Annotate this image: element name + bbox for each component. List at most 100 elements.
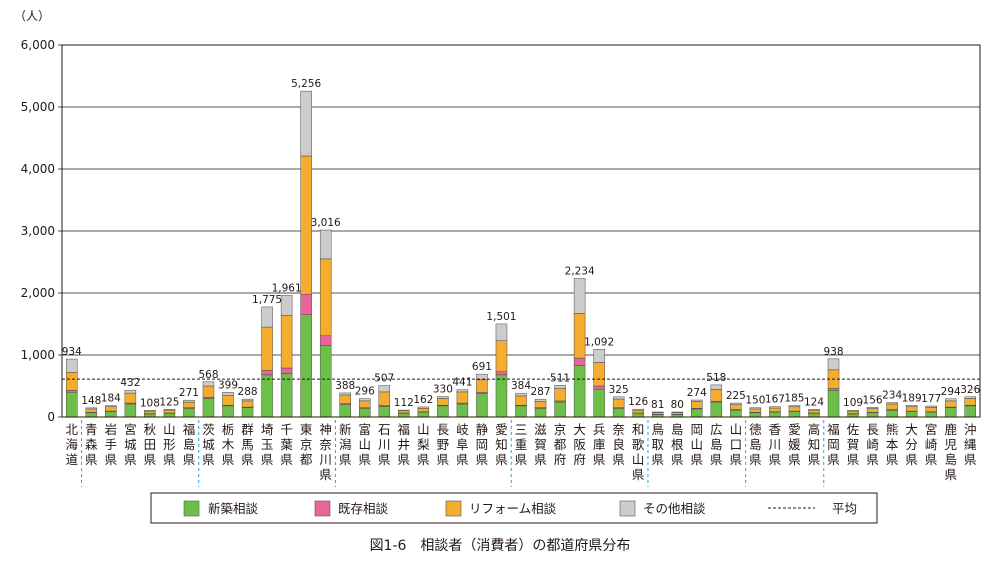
x-category-char: 県 <box>495 452 508 467</box>
legend-swatch-existing <box>314 500 331 517</box>
x-category-char: 県 <box>691 452 704 467</box>
bar-segment <box>925 405 937 408</box>
x-category-char: 田 <box>144 437 157 452</box>
x-category-char: 川 <box>769 437 782 452</box>
x-category-label: 岐阜県 <box>456 422 469 467</box>
bar-segment <box>749 412 762 418</box>
x-category-char: 石 <box>378 422 391 437</box>
x-category-char: 島 <box>749 437 762 452</box>
x-category-char: 県 <box>886 452 899 467</box>
x-category-char: 県 <box>593 452 606 467</box>
bar-total-label: 108 <box>140 397 160 409</box>
bar-segment <box>730 402 742 405</box>
bar-segment <box>554 388 566 402</box>
bar-segment <box>769 411 781 418</box>
bar-segment <box>944 407 957 418</box>
x-category-char: 山 <box>632 452 645 467</box>
x-category-char: 川 <box>319 452 332 467</box>
x-category-char: 岐 <box>456 422 469 437</box>
legend-swatch-new-build <box>183 500 200 517</box>
region-dividers <box>81 420 825 487</box>
bar-segment <box>905 406 918 412</box>
x-category-char: 県 <box>730 452 743 467</box>
bar-segment <box>202 385 215 398</box>
y-tick-label: 6,000 <box>21 38 55 52</box>
x-category-char: 島 <box>671 422 684 437</box>
bar-segment <box>964 405 976 418</box>
bar-total-label: 125 <box>159 396 179 408</box>
x-category-label: 岩手県 <box>105 422 118 467</box>
bar-segment <box>124 392 137 404</box>
x-category-char: 良 <box>612 437 625 452</box>
bar-total-label: 294 <box>941 386 961 398</box>
bar-segment <box>417 411 430 418</box>
x-category-char: 阜 <box>456 437 469 452</box>
bar-segment <box>66 391 78 418</box>
x-category-char: 県 <box>319 467 332 482</box>
x-category-char: 府 <box>573 452 586 467</box>
x-category-char: 宮 <box>124 422 137 437</box>
legend-item-existing: 既存相談 <box>314 500 389 517</box>
bar-total-label: 399 <box>218 379 238 391</box>
x-category-char: 都 <box>300 452 313 467</box>
x-category-label: 山梨県 <box>417 422 430 467</box>
x-category-char: 県 <box>124 452 137 467</box>
x-category-char: 県 <box>710 452 723 467</box>
bar-total-label: 3,016 <box>311 217 341 229</box>
x-category-char: 潟 <box>339 437 352 452</box>
bar-total-label: 124 <box>804 396 824 408</box>
x-category-char: 京 <box>554 422 567 437</box>
bar-segment <box>476 393 488 418</box>
x-category-char: 秋 <box>144 422 157 437</box>
bar-total-label: 274 <box>687 387 707 399</box>
x-category-char: 分 <box>905 437 918 452</box>
x-category-char: 鹿 <box>944 422 957 437</box>
x-category-char: 奈 <box>612 422 625 437</box>
bar-segment <box>495 340 508 372</box>
bar-total-label: 189 <box>902 392 922 404</box>
x-category-label: 徳島県 <box>749 422 762 467</box>
bar-total-label: 1,961 <box>272 282 302 294</box>
bar-segment <box>144 410 156 412</box>
x-category-char: 県 <box>378 452 391 467</box>
x-category-label: 長崎県 <box>866 422 879 467</box>
x-category-char: 庫 <box>593 437 606 452</box>
bar-segment <box>261 374 273 418</box>
x-category-char: 木 <box>222 437 235 452</box>
x-category-label: 香川県 <box>769 422 782 467</box>
x-category-char: 島 <box>944 452 957 467</box>
x-category-char: 熊 <box>886 422 899 437</box>
x-category-char: 県 <box>749 452 762 467</box>
x-category-char: 県 <box>280 452 293 467</box>
x-category-char: 県 <box>417 452 430 467</box>
x-category-char: 県 <box>163 452 176 467</box>
x-category-label: 滋賀県 <box>534 422 547 467</box>
x-category-char: 北 <box>66 422 79 437</box>
x-category-label: 茨城県 <box>202 422 215 467</box>
x-category-char: 県 <box>671 452 684 467</box>
x-category-label: 福岡県 <box>827 422 840 467</box>
bar-segment <box>691 408 703 418</box>
bar-segment <box>300 293 312 315</box>
bar-segment <box>691 399 703 402</box>
bar-segment <box>554 385 566 389</box>
x-category-char: 三 <box>515 422 528 437</box>
x-category-char: 県 <box>456 452 469 467</box>
x-category-char: 県 <box>202 452 215 467</box>
x-category-char: 歌 <box>632 437 645 452</box>
x-category-label: 広島県 <box>710 422 723 467</box>
bar-segment <box>378 385 391 393</box>
bar-segment <box>515 405 527 418</box>
x-category-char: 児 <box>944 437 957 452</box>
x-category-char: 県 <box>788 452 801 467</box>
x-category-label: 富山県 <box>358 422 371 467</box>
x-category-char: 県 <box>925 452 938 467</box>
bar-segment <box>515 392 527 397</box>
bar-segment <box>417 408 430 412</box>
bar-total-label: 225 <box>726 390 746 402</box>
bar-total-label: 271 <box>179 387 199 399</box>
bar-segment <box>886 403 898 410</box>
x-category-char: 大 <box>905 422 918 437</box>
bar-segment <box>163 409 176 414</box>
